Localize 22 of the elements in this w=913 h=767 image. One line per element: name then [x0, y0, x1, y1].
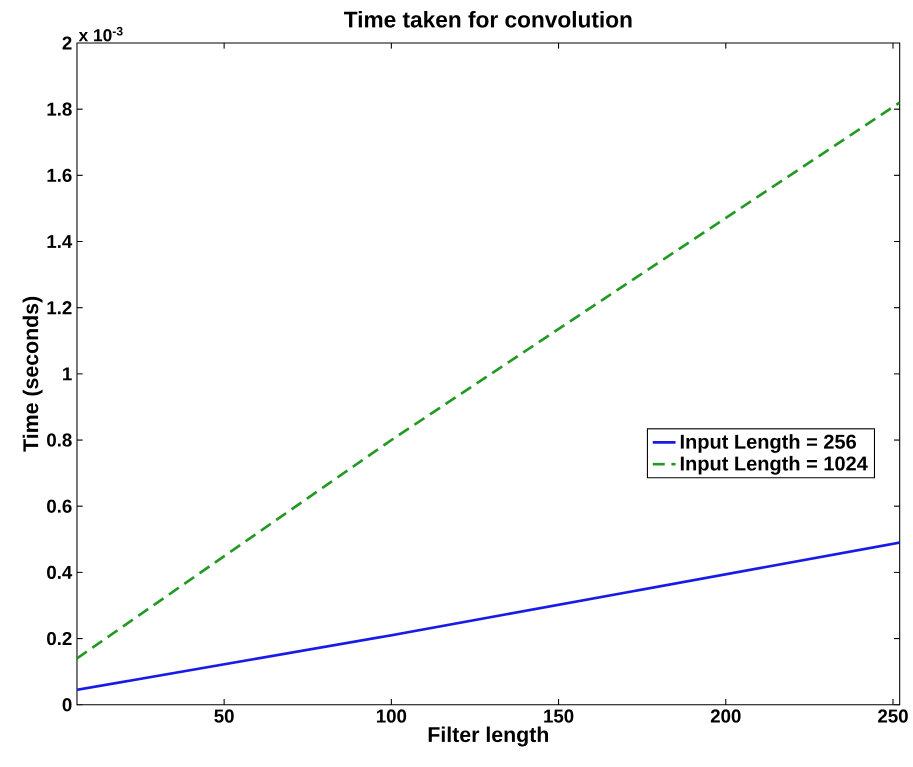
y-tick-label: 0.6 — [47, 500, 72, 513]
legend-label: Input Length = 1024 — [680, 456, 868, 475]
x-axis-title: Filter length — [428, 726, 548, 747]
y-tick-label: 0.8 — [47, 434, 72, 447]
legend-label: Input Length = 256 — [680, 434, 856, 453]
y-tick-label: 1.4 — [48, 235, 72, 248]
x-tick-label: 250 — [878, 710, 908, 723]
y-tick-label: 0 — [62, 698, 72, 712]
x-tick-label: 150 — [544, 710, 574, 723]
y-tick-label: 1.6 — [48, 168, 72, 182]
y-tick-label: 0.4 — [47, 566, 72, 580]
y-tick-label: 1 — [63, 368, 72, 380]
x-tick-label: 100 — [376, 710, 406, 723]
x-tick-label: 200 — [710, 710, 741, 723]
y-tick-label: 1.8 — [48, 102, 72, 116]
text: x 10$^{-3}$ — [78, 27, 123, 42]
y-axis-title: Time (seconds) — [22, 297, 43, 452]
y-tick-label: 1.2 — [48, 301, 72, 314]
y-tick-label: 2 — [62, 36, 72, 50]
y-tick-label: 0.2 — [47, 632, 72, 646]
x-tick-label: 50 — [214, 710, 234, 723]
chart-title: Time taken for convolution — [344, 11, 632, 28]
